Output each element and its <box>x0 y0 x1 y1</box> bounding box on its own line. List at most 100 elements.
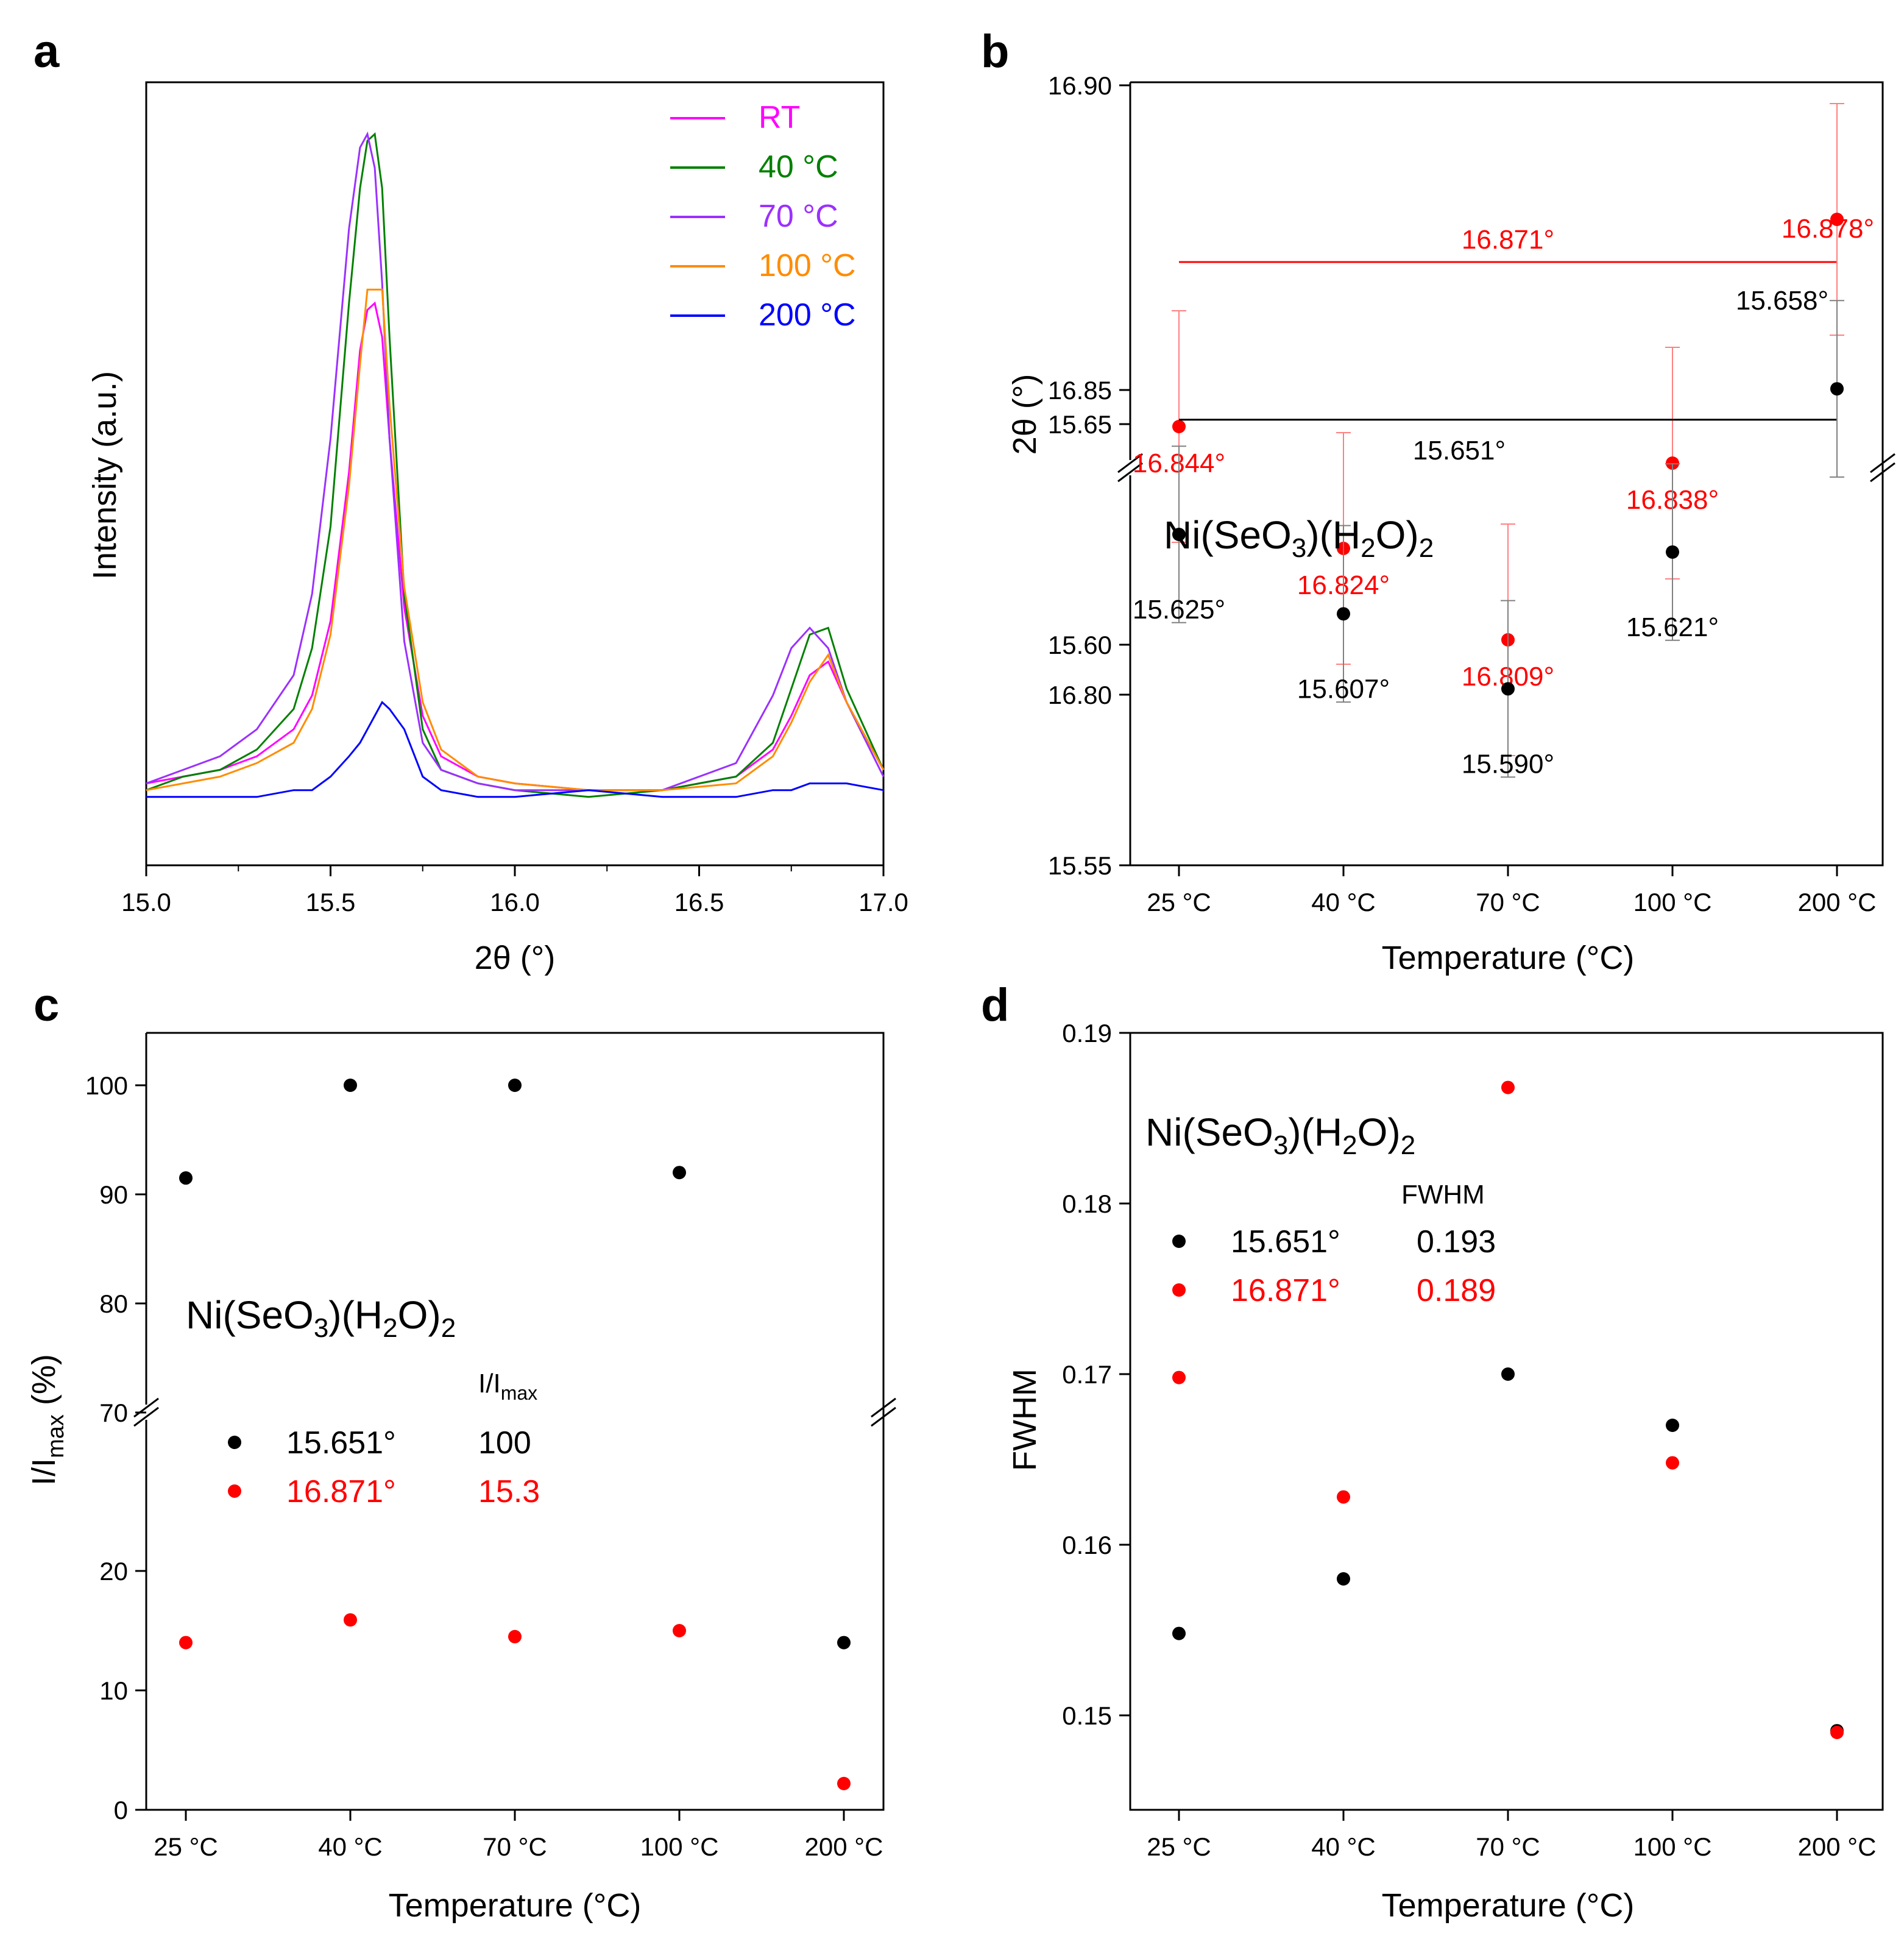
panel-d-frame <box>1129 1032 1884 1811</box>
panel-b-series: 16.871°16.844°16.824°16.809°16.838°16.87… <box>1133 103 1874 779</box>
panel-d-legend-marker <box>1172 1283 1186 1297</box>
panel-b-label: b <box>981 26 1009 77</box>
panel-c-legend-label: 16.871° <box>286 1474 396 1509</box>
panel-a-legend-label: 40 °C <box>759 149 838 185</box>
panel-d-point <box>1172 1626 1186 1640</box>
panel-a-x-tick-label: 16.0 <box>490 888 540 916</box>
panel-a-series-line <box>146 700 884 798</box>
panel-a-legend-label: 100 °C <box>759 248 856 283</box>
panel-a-series-line <box>146 131 885 792</box>
panel-b-x-label: Temperature (°C) <box>1382 940 1635 976</box>
panel-d-legend-marker <box>1172 1235 1186 1248</box>
panel-b-point-label-black: 15.607° <box>1297 674 1390 704</box>
panel-c-legend: 15.651° 100 16.871° 15.3 <box>228 1425 540 1509</box>
panel-c-x-tick-label: 200 °C <box>805 1832 883 1861</box>
panel-a-y-label: Intensity (a.u.) <box>87 371 123 580</box>
panel-a: a 15.0 15.5 16.0 16.5 17.0 2θ (°) Intensity … <box>34 26 908 976</box>
panel-c-compound: Ni(SeO3)(H2O)2 <box>186 1293 456 1343</box>
panel-a-series-line <box>146 301 885 792</box>
panel-c-x-tick-label: 100 °C <box>640 1832 719 1861</box>
panel-d-point <box>1501 1367 1515 1381</box>
panel-c: c 0 10 20 70 80 90 100 25 °C 40 °C 70 °C 100 °C 200… <box>26 979 896 1924</box>
panel-b-point-label-red: 16.878° <box>1782 214 1874 244</box>
panel-b-x-tick-label: 40 °C <box>1311 888 1376 916</box>
panel-d-x-tick-label: 100 °C <box>1633 1832 1712 1861</box>
panel-c-y-tick-label: 10 <box>99 1676 128 1705</box>
panel-d-legend-label: 16.871° <box>1231 1273 1340 1308</box>
panel-c-x-tick-label: 70 °C <box>483 1832 547 1861</box>
panel-b-y-tick-label: 16.90 <box>1048 71 1112 100</box>
panel-c-y-tick-label: 0 <box>114 1796 128 1824</box>
panel-b-x-tick-label: 200 °C <box>1798 888 1877 916</box>
panel-b-x-tick-label: 70 °C <box>1476 888 1540 916</box>
panel-c-y-tick-label: 70 <box>99 1398 128 1427</box>
panel-d-legend-label: 15.651° <box>1231 1224 1340 1260</box>
panel-a-legend-label: 200 °C <box>759 297 856 333</box>
panel-b-point-black <box>1172 528 1186 541</box>
panel-c-x-tick-label: 40 °C <box>318 1832 383 1861</box>
panel-a-label: a <box>34 26 60 77</box>
panel-c-legend-marker <box>228 1436 241 1449</box>
panel-c-frame <box>145 1032 885 1811</box>
panel-b-x-tick-label: 100 °C <box>1633 888 1712 916</box>
panel-d-legend-header: FWHM <box>1401 1180 1485 1210</box>
panel-c-y-tick-label: 100 <box>85 1071 128 1100</box>
panel-d-label: d <box>981 979 1009 1031</box>
panel-d-point <box>1337 1572 1350 1586</box>
panel-c-legend-value: 100 <box>478 1425 531 1461</box>
panel-c-point <box>179 1636 193 1650</box>
panel-b-x-tick-label: 25 °C <box>1147 888 1211 916</box>
panel-a-x-tick-label: 17.0 <box>858 888 908 916</box>
panel-a-series-line <box>146 132 885 798</box>
panel-d-y-label: FWHM <box>1007 1369 1043 1471</box>
panel-d-legend-value: 0.193 <box>1417 1224 1496 1260</box>
panel-a-legend-label: 70 °C <box>759 199 838 234</box>
panel-b-compound: Ni(SeO3)(H2O)2 <box>1164 513 1434 563</box>
panel-d-point <box>1501 1080 1515 1094</box>
panel-b-point-label-black: 15.590° <box>1462 749 1554 779</box>
panel-a-x-tick-label: 15.0 <box>121 888 171 916</box>
panel-b-point-black <box>1501 682 1515 696</box>
panel-d-y-tick-label: 0.18 <box>1062 1189 1112 1218</box>
panel-a-x-label: 2θ (°) <box>475 940 556 976</box>
panel-b-y-label: 2θ (°) <box>1007 374 1043 455</box>
panel-a-legend: RT 40 °C 70 °C 100 °C 200 °C <box>670 100 856 333</box>
panel-b-y-tick-label: 15.55 <box>1048 851 1112 880</box>
panel-b-mean-label-black: 15.651° <box>1413 436 1506 466</box>
panel-c-point <box>508 1079 522 1092</box>
panel-c-point <box>673 1624 686 1637</box>
panel-d-legend: 15.651° 0.193 16.871° 0.189 <box>1172 1224 1496 1308</box>
panel-c-y-tick-label: 90 <box>99 1180 128 1209</box>
panel-d-x-tick-label: 70 °C <box>1476 1832 1540 1861</box>
panel-d-x-tick-label: 200 °C <box>1798 1832 1877 1861</box>
panel-d-y-tick-label: 0.17 <box>1062 1360 1112 1389</box>
panel-b-axis-breaks <box>1117 453 1895 483</box>
panel-b-y-tick-label: 15.60 <box>1048 631 1112 659</box>
panel-d-x-tick-label: 40 °C <box>1311 1832 1376 1861</box>
panel-c-label: c <box>34 979 59 1031</box>
panel-c-legend-marker <box>228 1484 241 1498</box>
panel-c-series <box>179 1079 851 1790</box>
panel-c-point <box>837 1636 851 1650</box>
panel-d-x-label: Temperature (°C) <box>1382 1887 1635 1924</box>
panel-d-point <box>1337 1490 1350 1504</box>
panel-d-point <box>1666 1419 1679 1432</box>
panel-b-y-tick-label: 16.80 <box>1048 681 1112 709</box>
panel-c-legend-header: I/Imax <box>478 1369 537 1404</box>
panel-c-axis-breaks <box>133 1397 896 1427</box>
panel-c-legend-value: 15.3 <box>478 1474 540 1509</box>
panel-a-x-tick-label: 16.5 <box>674 888 724 916</box>
panel-d: d 0.15 0.16 0.17 0.18 0.19 25 °C 40 °C 70 °C 100… <box>981 979 1884 1924</box>
panel-b-point-label-black: 15.658° <box>1736 286 1828 316</box>
panel-a-series <box>146 131 885 798</box>
panel-d-point <box>1666 1456 1679 1470</box>
panel-b-ticks: 16.80 16.85 16.90 15.55 15.60 15.65 25 °C 40 °C… <box>1048 71 1877 916</box>
panel-c-point <box>344 1079 357 1092</box>
panel-a-x-tick-label: 15.5 <box>306 888 356 916</box>
panel-d-compound: Ni(SeO3)(H2O)2 <box>1145 1110 1415 1160</box>
panel-d-y-tick-label: 0.15 <box>1062 1701 1112 1730</box>
panel-c-point <box>344 1613 357 1627</box>
panel-b-y-tick-label: 16.85 <box>1048 376 1112 405</box>
panel-c-y-label: I/Imax (%) <box>26 1354 69 1486</box>
